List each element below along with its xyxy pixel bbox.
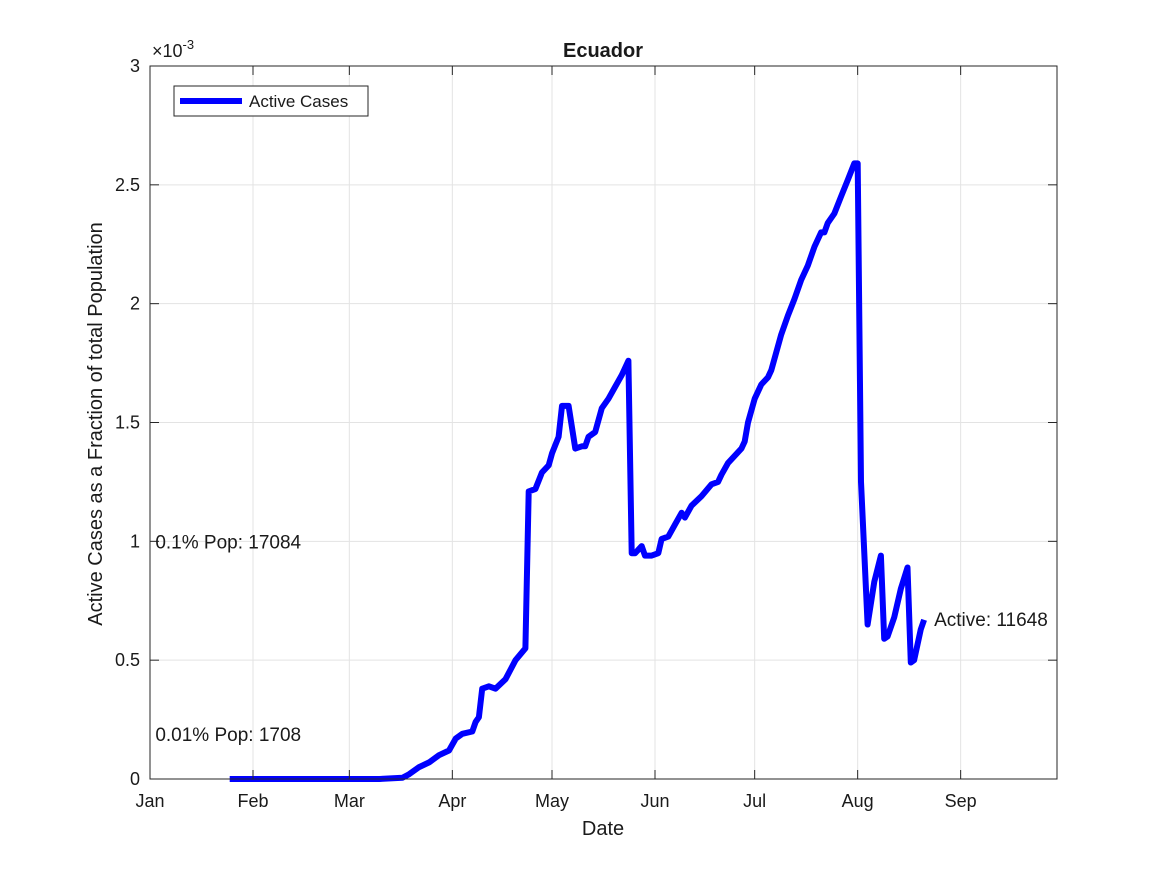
x-tick-label: Sep	[945, 791, 977, 811]
legend-entry-active-cases: Active Cases	[249, 92, 348, 111]
x-tick-label: Jan	[135, 791, 164, 811]
axis-ticks	[149, 65, 1057, 780]
annotation-0-01-percent-pop: 0.01% Pop: 1708	[155, 725, 301, 746]
y-tick-label: 2.5	[115, 175, 140, 195]
x-tick-label: Jun	[640, 791, 669, 811]
series-layer	[229, 160, 927, 782]
legend: Active Cases	[173, 85, 369, 117]
y-tick-label: 3	[130, 56, 140, 76]
series-line-active-cases	[229, 160, 927, 782]
x-tick-label: Apr	[438, 791, 466, 811]
y-tick-label: 1.5	[115, 413, 140, 433]
x-axis-label: Date	[582, 818, 624, 840]
y-tick-label: 0	[130, 769, 140, 789]
annotations: 0.1% Pop: 17084 0.01% Pop: 1708 Active: 11…	[155, 532, 1048, 746]
annotation-active-count: Active: 11648	[934, 610, 1048, 631]
y-tick-label: 0.5	[115, 650, 140, 670]
y-tick-label: 1	[130, 531, 140, 551]
x-tick-label: Feb	[237, 791, 268, 811]
x-tick-label: Mar	[334, 791, 365, 811]
y-exponent-label: ×10-3	[152, 37, 194, 61]
annotation-0-1-percent-pop: 0.1% Pop: 17084	[155, 532, 301, 553]
y-tick-label: 2	[130, 294, 140, 314]
x-tick-label: Jul	[743, 791, 766, 811]
x-tick-label: Aug	[842, 791, 874, 811]
chart-title: Ecuador	[563, 40, 643, 62]
x-tick-label: May	[535, 791, 569, 811]
y-axis-label: Active Cases as a Fraction of total Popu…	[85, 222, 107, 626]
x-tick-labels: Jan Feb Mar Apr May Jun Jul Aug Sep	[135, 791, 976, 811]
y-tick-labels: 0 0.5 1 1.5 2 2.5 3	[115, 56, 140, 789]
